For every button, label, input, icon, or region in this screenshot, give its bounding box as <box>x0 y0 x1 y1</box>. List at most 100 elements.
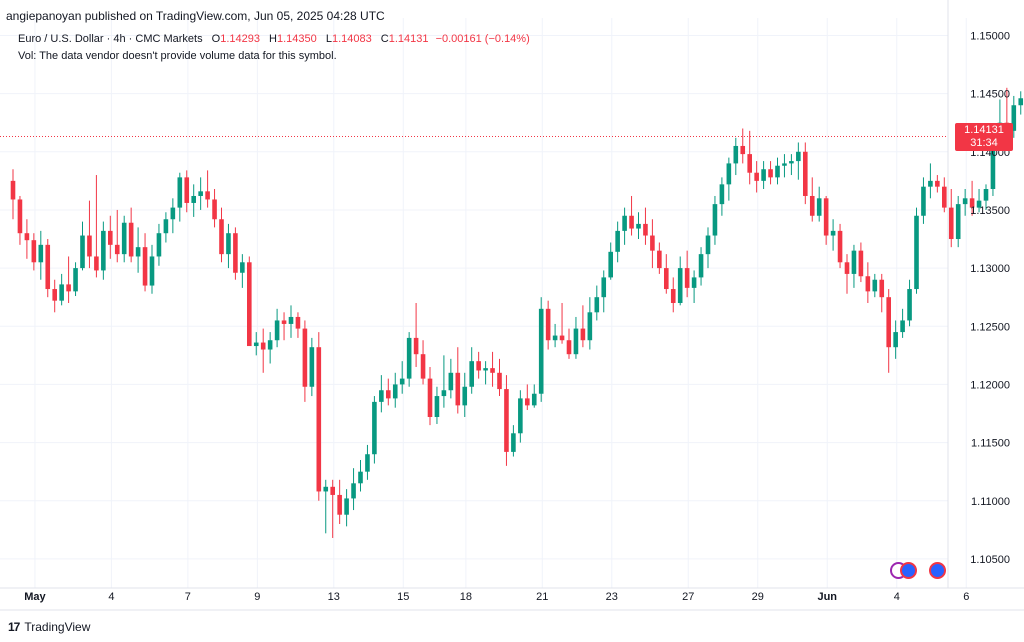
candle-body <box>31 240 37 263</box>
symbol-legend: Euro / U.S. Dollar · 4h · CMC Markets O1… <box>18 33 530 45</box>
candle <box>316 332 322 501</box>
y-tick-label: 1.10500 <box>970 554 1010 566</box>
symbol-title[interactable]: Euro / U.S. Dollar · 4h · CMC Markets <box>18 33 203 45</box>
candle <box>865 262 871 303</box>
candle <box>684 250 690 298</box>
candle-body <box>747 154 752 173</box>
candle <box>691 270 697 303</box>
candle-body <box>657 250 662 269</box>
candle <box>247 256 252 347</box>
candle <box>511 425 516 457</box>
candle <box>323 479 329 534</box>
candle-body <box>212 199 217 220</box>
candle-body <box>323 486 329 492</box>
candle <box>886 289 891 373</box>
candle <box>448 358 454 399</box>
candle <box>601 270 607 313</box>
candle-body <box>330 486 335 495</box>
candle-body <box>531 393 537 406</box>
candle <box>295 312 301 338</box>
candle <box>962 189 968 216</box>
candle <box>809 177 815 222</box>
candle-body <box>372 401 377 455</box>
candle-body <box>538 308 544 394</box>
candle <box>121 215 127 263</box>
candle-body <box>10 180 16 200</box>
candle-body <box>928 180 933 187</box>
candle <box>816 186 822 222</box>
candle <box>170 198 176 234</box>
candle-body <box>149 256 155 286</box>
candle-body <box>698 254 704 278</box>
candle-body <box>525 398 530 406</box>
candle <box>518 390 523 443</box>
candle-body <box>580 328 586 341</box>
candle <box>851 244 857 288</box>
candle-body <box>1018 98 1024 106</box>
candle <box>976 189 982 213</box>
candle <box>698 247 704 286</box>
candle <box>330 479 335 538</box>
candle <box>205 170 210 208</box>
candle-body <box>559 335 565 341</box>
candle-body <box>177 177 183 208</box>
candle-body <box>309 347 315 387</box>
x-tick-label: 7 <box>185 591 191 603</box>
candle-body <box>302 328 308 387</box>
candle <box>52 279 57 313</box>
candle-body <box>615 230 620 252</box>
candle-body <box>386 390 391 399</box>
candle <box>233 227 238 280</box>
candle-body <box>337 494 342 515</box>
tradingview-logo-icon: 17 <box>8 620 20 634</box>
candle <box>830 219 836 251</box>
candle <box>538 297 544 402</box>
candle-body <box>490 368 495 373</box>
candle <box>775 157 780 185</box>
candle <box>87 200 92 269</box>
candle <box>240 254 245 288</box>
time-axis[interactable]: May 4 7 9 13 15 18 21 23 27 29 Jun 4 6 <box>0 587 1024 611</box>
low-label: L <box>325 33 332 45</box>
brand-name: TradingView <box>24 620 91 634</box>
candle <box>573 316 579 359</box>
candle-body <box>740 145 746 155</box>
candle <box>914 207 919 294</box>
candle <box>497 358 502 397</box>
candle <box>344 489 349 527</box>
x-tick-label: 4 <box>108 591 114 603</box>
candle-body <box>351 483 356 499</box>
candle <box>935 175 940 193</box>
y-tick-label: 1.12500 <box>970 321 1010 333</box>
candle-body <box>316 347 322 492</box>
candle <box>198 177 203 210</box>
economic-event-icon[interactable] <box>900 562 917 579</box>
candle <box>559 303 565 344</box>
candle-body <box>608 251 613 278</box>
candle-body <box>879 279 885 298</box>
candle <box>184 170 190 213</box>
candle-body <box>511 433 516 452</box>
candle <box>163 212 169 243</box>
candle-body <box>545 308 551 341</box>
x-tick-label: 15 <box>397 591 409 603</box>
candle-body <box>483 368 488 371</box>
brand-footer[interactable]: 17 TradingView <box>8 620 90 634</box>
x-tick-label: 23 <box>606 591 618 603</box>
price-axis[interactable]: 1.150001.145001.140001.135001.130001.125… <box>947 0 1010 588</box>
candle-body <box>844 262 850 274</box>
candle-body <box>726 163 732 185</box>
x-tick-label: May <box>24 591 46 603</box>
candle-body <box>121 222 127 255</box>
x-tick-label: 27 <box>682 591 694 603</box>
candle <box>969 180 975 216</box>
economic-event-icon-2[interactable] <box>929 562 946 579</box>
candle-body <box>816 198 822 216</box>
candle <box>337 479 342 525</box>
candle-body <box>379 390 384 402</box>
candle-body <box>601 277 607 298</box>
candle <box>149 244 155 294</box>
x-tick-label: 9 <box>254 591 260 603</box>
candle <box>803 142 808 205</box>
